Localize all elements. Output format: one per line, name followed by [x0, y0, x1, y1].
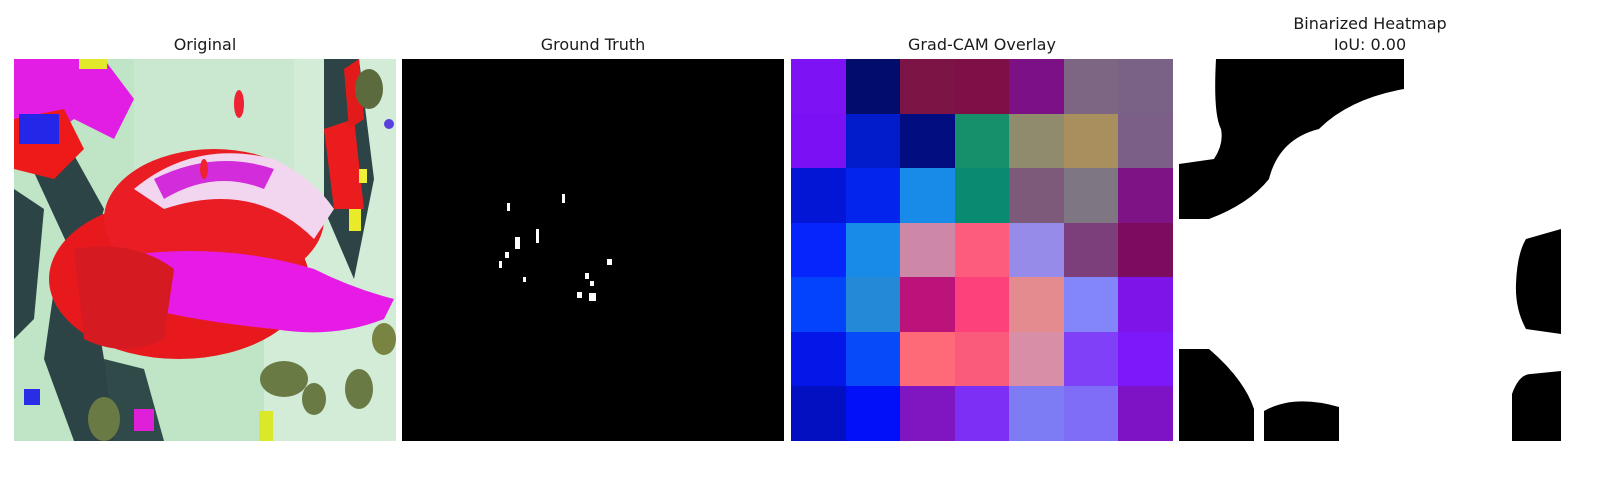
gradcam-cell-r5-c4: [1009, 332, 1064, 386]
gradcam-cell-r3-c4: [1009, 223, 1064, 277]
binarized-panel: Binarized Heatmap IoU: 0.00: [1179, 0, 1561, 500]
gradcam-cell-r3-c3: [955, 223, 1009, 277]
gradcam-cell-r0-c3: [955, 59, 1009, 114]
gradcam-cell-r1-c3: [955, 114, 1009, 168]
gradcam-cell-r0-c4: [1009, 59, 1064, 114]
gradcam-cell-r2-c2: [900, 168, 955, 223]
gradcam-cell-r4-c2: [900, 277, 955, 332]
gradcam-cell-r6-c0: [791, 386, 846, 441]
ground-truth-title: Ground Truth: [540, 35, 646, 54]
gradcam-overlay-image: [791, 59, 1173, 441]
gradcam-cell-r0-c1: [846, 59, 900, 114]
gradcam-cell-r1-c1: [846, 114, 900, 168]
gradcam-cell-r3-c5: [1064, 223, 1118, 277]
gradcam-cell-r2-c3: [955, 168, 1009, 223]
gradcam-cell-r3-c0: [791, 223, 846, 277]
gradcam-cell-r5-c1: [846, 332, 900, 386]
gradcam-cell-r6-c1: [846, 386, 900, 441]
gradcam-cell-r1-c5: [1064, 114, 1118, 168]
binarized-title: Binarized Heatmap: [1293, 14, 1447, 33]
gradcam-cell-r1-c6: [1118, 114, 1173, 168]
gradcam-cell-r6-c3: [955, 386, 1009, 441]
gradcam-cell-r0-c5: [1064, 59, 1118, 114]
gradcam-cell-r0-c0: [791, 59, 846, 114]
gradcam-cell-r6-c6: [1118, 386, 1173, 441]
gradcam-cell-r5-c2: [900, 332, 955, 386]
iou-label: IoU: 0.00: [1333, 35, 1407, 54]
gradcam-cell-r5-c3: [955, 332, 1009, 386]
gradcam-cell-r4-c0: [791, 277, 846, 332]
gradcam-cell-r3-c2: [900, 223, 955, 277]
binarized-heatmap-image: [1179, 59, 1561, 441]
gradcam-cell-r2-c6: [1118, 168, 1173, 223]
gradcam-cell-r4-c1: [846, 277, 900, 332]
original-title: Original: [173, 35, 237, 54]
gradcam-cell-r6-c2: [900, 386, 955, 441]
gradcam-cell-r5-c6: [1118, 332, 1173, 386]
gradcam-cell-r4-c3: [955, 277, 1009, 332]
gradcam-cell-r1-c4: [1009, 114, 1064, 168]
gradcam-cell-r0-c6: [1118, 59, 1173, 114]
gradcam-cell-r3-c1: [846, 223, 900, 277]
gradcam-cell-r4-c4: [1009, 277, 1064, 332]
gradcam-cell-r5-c0: [791, 332, 846, 386]
ground-truth-mask: [402, 59, 784, 441]
original-image: [14, 59, 396, 441]
gradcam-panel: Grad-CAM Overlay: [791, 0, 1173, 500]
gradcam-cell-r2-c1: [846, 168, 900, 223]
gradcam-cell-r2-c5: [1064, 168, 1118, 223]
gradcam-cell-r2-c4: [1009, 168, 1064, 223]
gradcam-cell-r6-c4: [1009, 386, 1064, 441]
gradcam-cell-r4-c6: [1118, 277, 1173, 332]
ground-truth-panel: Ground Truth: [402, 0, 784, 500]
gradcam-title: Grad-CAM Overlay: [908, 35, 1056, 54]
original-panel: Original: [14, 0, 396, 500]
gradcam-cell-r1-c2: [900, 114, 955, 168]
gradcam-cell-r0-c2: [900, 59, 955, 114]
gradcam-cell-r2-c0: [791, 168, 846, 223]
gradcam-cell-r4-c5: [1064, 277, 1118, 332]
gradcam-cell-r3-c6: [1118, 223, 1173, 277]
gradcam-cell-r5-c5: [1064, 332, 1118, 386]
gradcam-cell-r6-c5: [1064, 386, 1118, 441]
gradcam-cell-r1-c0: [791, 114, 846, 168]
